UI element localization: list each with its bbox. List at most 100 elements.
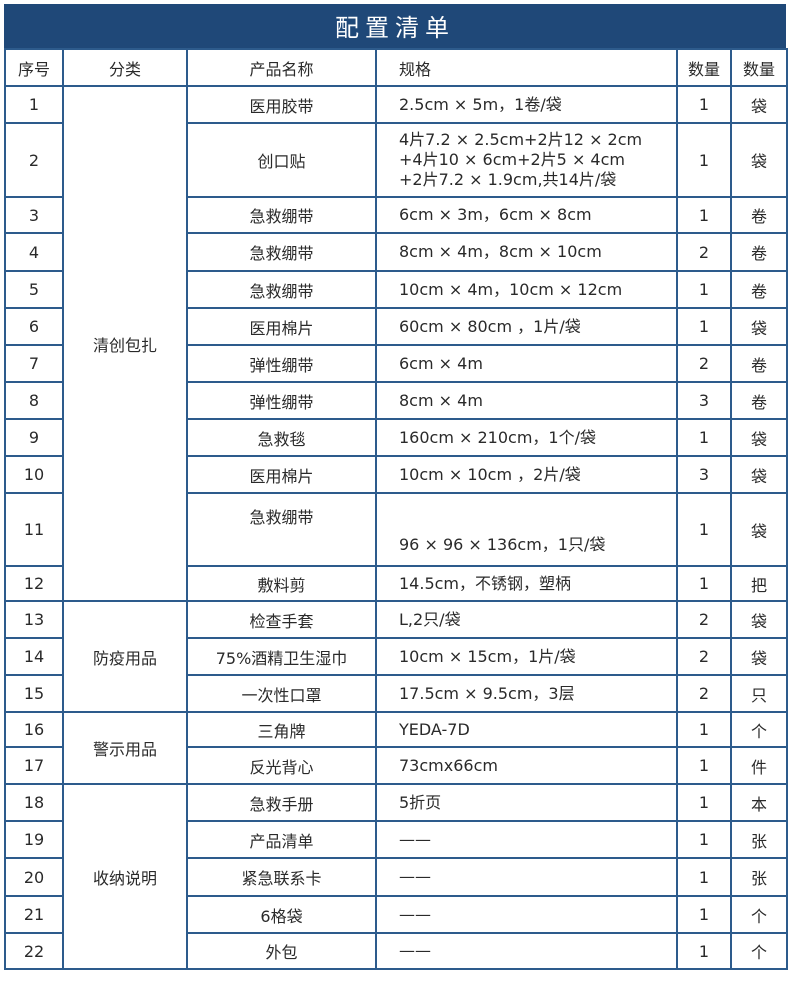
quantity: 2	[676, 674, 732, 713]
quantity: 1	[676, 820, 732, 859]
quantity: 1	[676, 196, 732, 234]
product-name: 75%酒精卫生湿巾	[186, 637, 377, 676]
row-index: 2	[4, 122, 64, 198]
product-name: 医用棉片	[186, 455, 377, 494]
product-name: 急救绷带	[186, 196, 377, 234]
table-row: 1 清创包扎 医用胶带 2.5cm × 5m，1卷/袋 1 袋	[4, 85, 788, 602]
unit: 袋	[730, 307, 788, 346]
table-row: 22 外包 —— 1 个	[4, 932, 788, 970]
table-row: 19 产品清单 —— 1 张	[4, 820, 788, 859]
spec-cell: 10cm × 15cm，1片/袋	[375, 637, 678, 676]
table-row: 16 警示用品 三角牌 YEDA-7D 1 个	[4, 711, 788, 785]
unit: 卷	[730, 381, 788, 420]
row-index: 8	[4, 381, 64, 420]
unit: 袋	[730, 85, 788, 124]
unit: 袋	[730, 455, 788, 494]
row-index: 18	[4, 783, 64, 822]
unit: 个	[730, 932, 788, 970]
spec-cell: ——	[375, 895, 678, 934]
table-row: 2 创口贴 4片7.2 × 2.5cm+2片12 × 2cm +4片10 × 6cm…	[4, 122, 788, 198]
spec-cell: 73cmx66cm	[375, 746, 678, 785]
unit: 个	[730, 711, 788, 748]
category-cell: 防疫用品	[62, 600, 188, 713]
quantity: 1	[676, 932, 732, 970]
product-name: 外包	[186, 932, 377, 970]
row-index: 15	[4, 674, 64, 713]
spec-cell: 8cm × 4m	[375, 381, 678, 420]
config-table: 序号 分类 产品名称 规格 数量 数量 1 清创包扎 医用胶带 2.5cm × 5m，…	[4, 48, 788, 970]
header-unit: 数量	[730, 48, 788, 87]
quantity: 1	[676, 418, 732, 457]
spec-cell: 6cm × 4m	[375, 344, 678, 383]
row-index: 13	[4, 600, 64, 639]
header-product: 产品名称	[186, 48, 377, 87]
quantity: 1	[676, 307, 732, 346]
unit: 把	[730, 565, 788, 602]
product-name: 急救绷带	[186, 270, 377, 309]
product-name: 6格袋	[186, 895, 377, 934]
category-cell: 清创包扎	[62, 85, 188, 602]
product-name: 一次性口罩	[186, 674, 377, 713]
quantity: 3	[676, 381, 732, 420]
quantity: 2	[676, 600, 732, 639]
spec-cell: 4片7.2 × 2.5cm+2片12 × 2cm +4片10 × 6cm+2片5…	[375, 122, 678, 198]
quantity: 1	[676, 711, 732, 748]
quantity: 2	[676, 344, 732, 383]
table-row: 13 防疫用品 检查手套 L,2只/袋 2 袋	[4, 600, 788, 713]
row-index: 17	[4, 746, 64, 785]
spec-cell: 6cm × 3m，6cm × 8cm	[375, 196, 678, 234]
category-cell: 警示用品	[62, 711, 188, 785]
unit: 卷	[730, 344, 788, 383]
unit: 卷	[730, 232, 788, 272]
header-spec: 规格	[375, 48, 678, 87]
product-name: 三角牌	[186, 711, 377, 748]
spec-cell: YEDA-7D	[375, 711, 678, 748]
product-name: 医用棉片	[186, 307, 377, 346]
row-index: 7	[4, 344, 64, 383]
quantity: 1	[676, 492, 732, 567]
header-row: 序号 分类 产品名称 规格 数量 数量	[4, 48, 788, 87]
quantity: 1	[676, 270, 732, 309]
product-name: 急救绷带	[186, 492, 377, 567]
table-row: 18 收纳说明 急救手册 5折页 1 本	[4, 783, 788, 970]
product-name: 急救毯	[186, 418, 377, 457]
spec-cell: L,2只/袋	[375, 600, 678, 639]
quantity: 2	[676, 637, 732, 676]
table-row: 10 医用棉片 10cm × 10cm ，2片/袋 3 袋	[4, 455, 788, 494]
row-index: 11	[4, 492, 64, 567]
quantity: 1	[676, 565, 732, 602]
product-name: 检查手套	[186, 600, 377, 639]
product-name: 医用胶带	[186, 85, 377, 124]
quantity: 1	[676, 895, 732, 934]
table-row: 4 急救绷带 8cm × 4m，8cm × 10cm 2 卷	[4, 232, 788, 272]
row-index: 21	[4, 895, 64, 934]
row-index: 10	[4, 455, 64, 494]
unit: 袋	[730, 122, 788, 198]
unit: 卷	[730, 196, 788, 234]
spec-cell: 17.5cm × 9.5cm，3层	[375, 674, 678, 713]
product-name: 产品清单	[186, 820, 377, 859]
row-index: 12	[4, 565, 64, 602]
quantity: 3	[676, 455, 732, 494]
product-name: 弹性绷带	[186, 344, 377, 383]
unit: 袋	[730, 600, 788, 639]
config-list: 配置清单 序号 分类 产品名称 规格 数量 数量 1 清创包扎 医用胶带 2.5cm …	[4, 4, 788, 970]
spec-cell: ——	[375, 857, 678, 897]
spec-cell: 96 × 96 × 136cm，1只/袋	[375, 492, 678, 567]
unit: 袋	[730, 492, 788, 567]
table-row: 8 弹性绷带 8cm × 4m 3 卷	[4, 381, 788, 420]
spec-cell: 8cm × 4m，8cm × 10cm	[375, 232, 678, 272]
unit: 张	[730, 857, 788, 897]
header-qty: 数量	[676, 48, 732, 87]
quantity: 1	[676, 783, 732, 822]
table-row: 7 弹性绷带 6cm × 4m 2 卷	[4, 344, 788, 383]
unit: 张	[730, 820, 788, 859]
product-name: 敷料剪	[186, 565, 377, 602]
unit: 个	[730, 895, 788, 934]
quantity: 1	[676, 746, 732, 785]
unit: 只	[730, 674, 788, 713]
table-row: 12 敷料剪 14.5cm，不锈钢，塑柄 1 把	[4, 565, 788, 602]
header-index: 序号	[4, 48, 64, 87]
row-index: 19	[4, 820, 64, 859]
spec-cell: 160cm × 210cm，1个/袋	[375, 418, 678, 457]
